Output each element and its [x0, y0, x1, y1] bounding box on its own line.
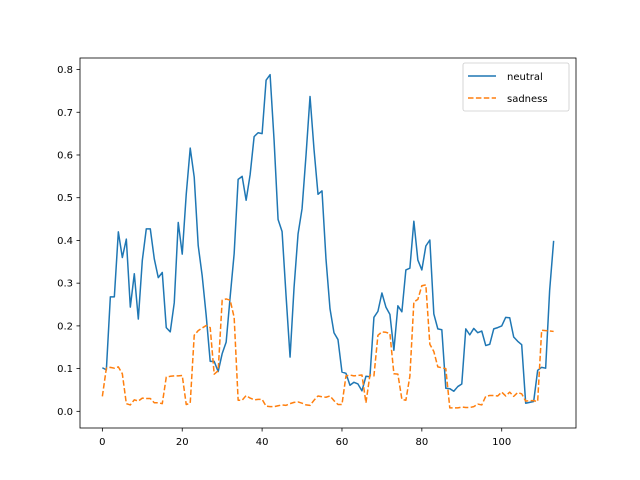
y-tick-label: 0.1 [57, 364, 73, 375]
y-tick-label: 0.8 [57, 65, 73, 76]
x-tick-label: 80 [415, 437, 428, 448]
plot-lines [101, 73, 555, 409]
y-tick-label: 0.6 [57, 150, 73, 161]
x-tick-label: 40 [256, 437, 269, 448]
x-tick-label: 0 [99, 437, 105, 448]
x-tick-label: 100 [492, 437, 511, 448]
y-tick-label: 0.3 [57, 279, 73, 290]
series-line-neutral [102, 73, 555, 404]
y-tick-label: 0.2 [57, 321, 73, 332]
y-axis: 0.0 0.1 0.2 0.3 0.4 0.5 0.6 0.7 0.8 [57, 65, 80, 418]
legend: neutral sadness [462, 62, 570, 112]
legend-label-neutral: neutral [507, 72, 543, 83]
y-tick-label: 0.5 [57, 193, 73, 204]
y-tick-label: 0.7 [57, 108, 73, 119]
legend-box [462, 62, 570, 112]
x-axis: 0 20 40 60 80 100 [99, 428, 511, 448]
y-tick-label: 0.4 [57, 236, 73, 247]
x-tick-label: 60 [336, 437, 349, 448]
legend-label-sadness: sadness [507, 94, 548, 105]
x-tick-label: 20 [176, 437, 189, 448]
plot-frame [79, 57, 577, 429]
series-line-sadness [101, 284, 554, 409]
y-tick-label: 0.0 [57, 407, 73, 418]
